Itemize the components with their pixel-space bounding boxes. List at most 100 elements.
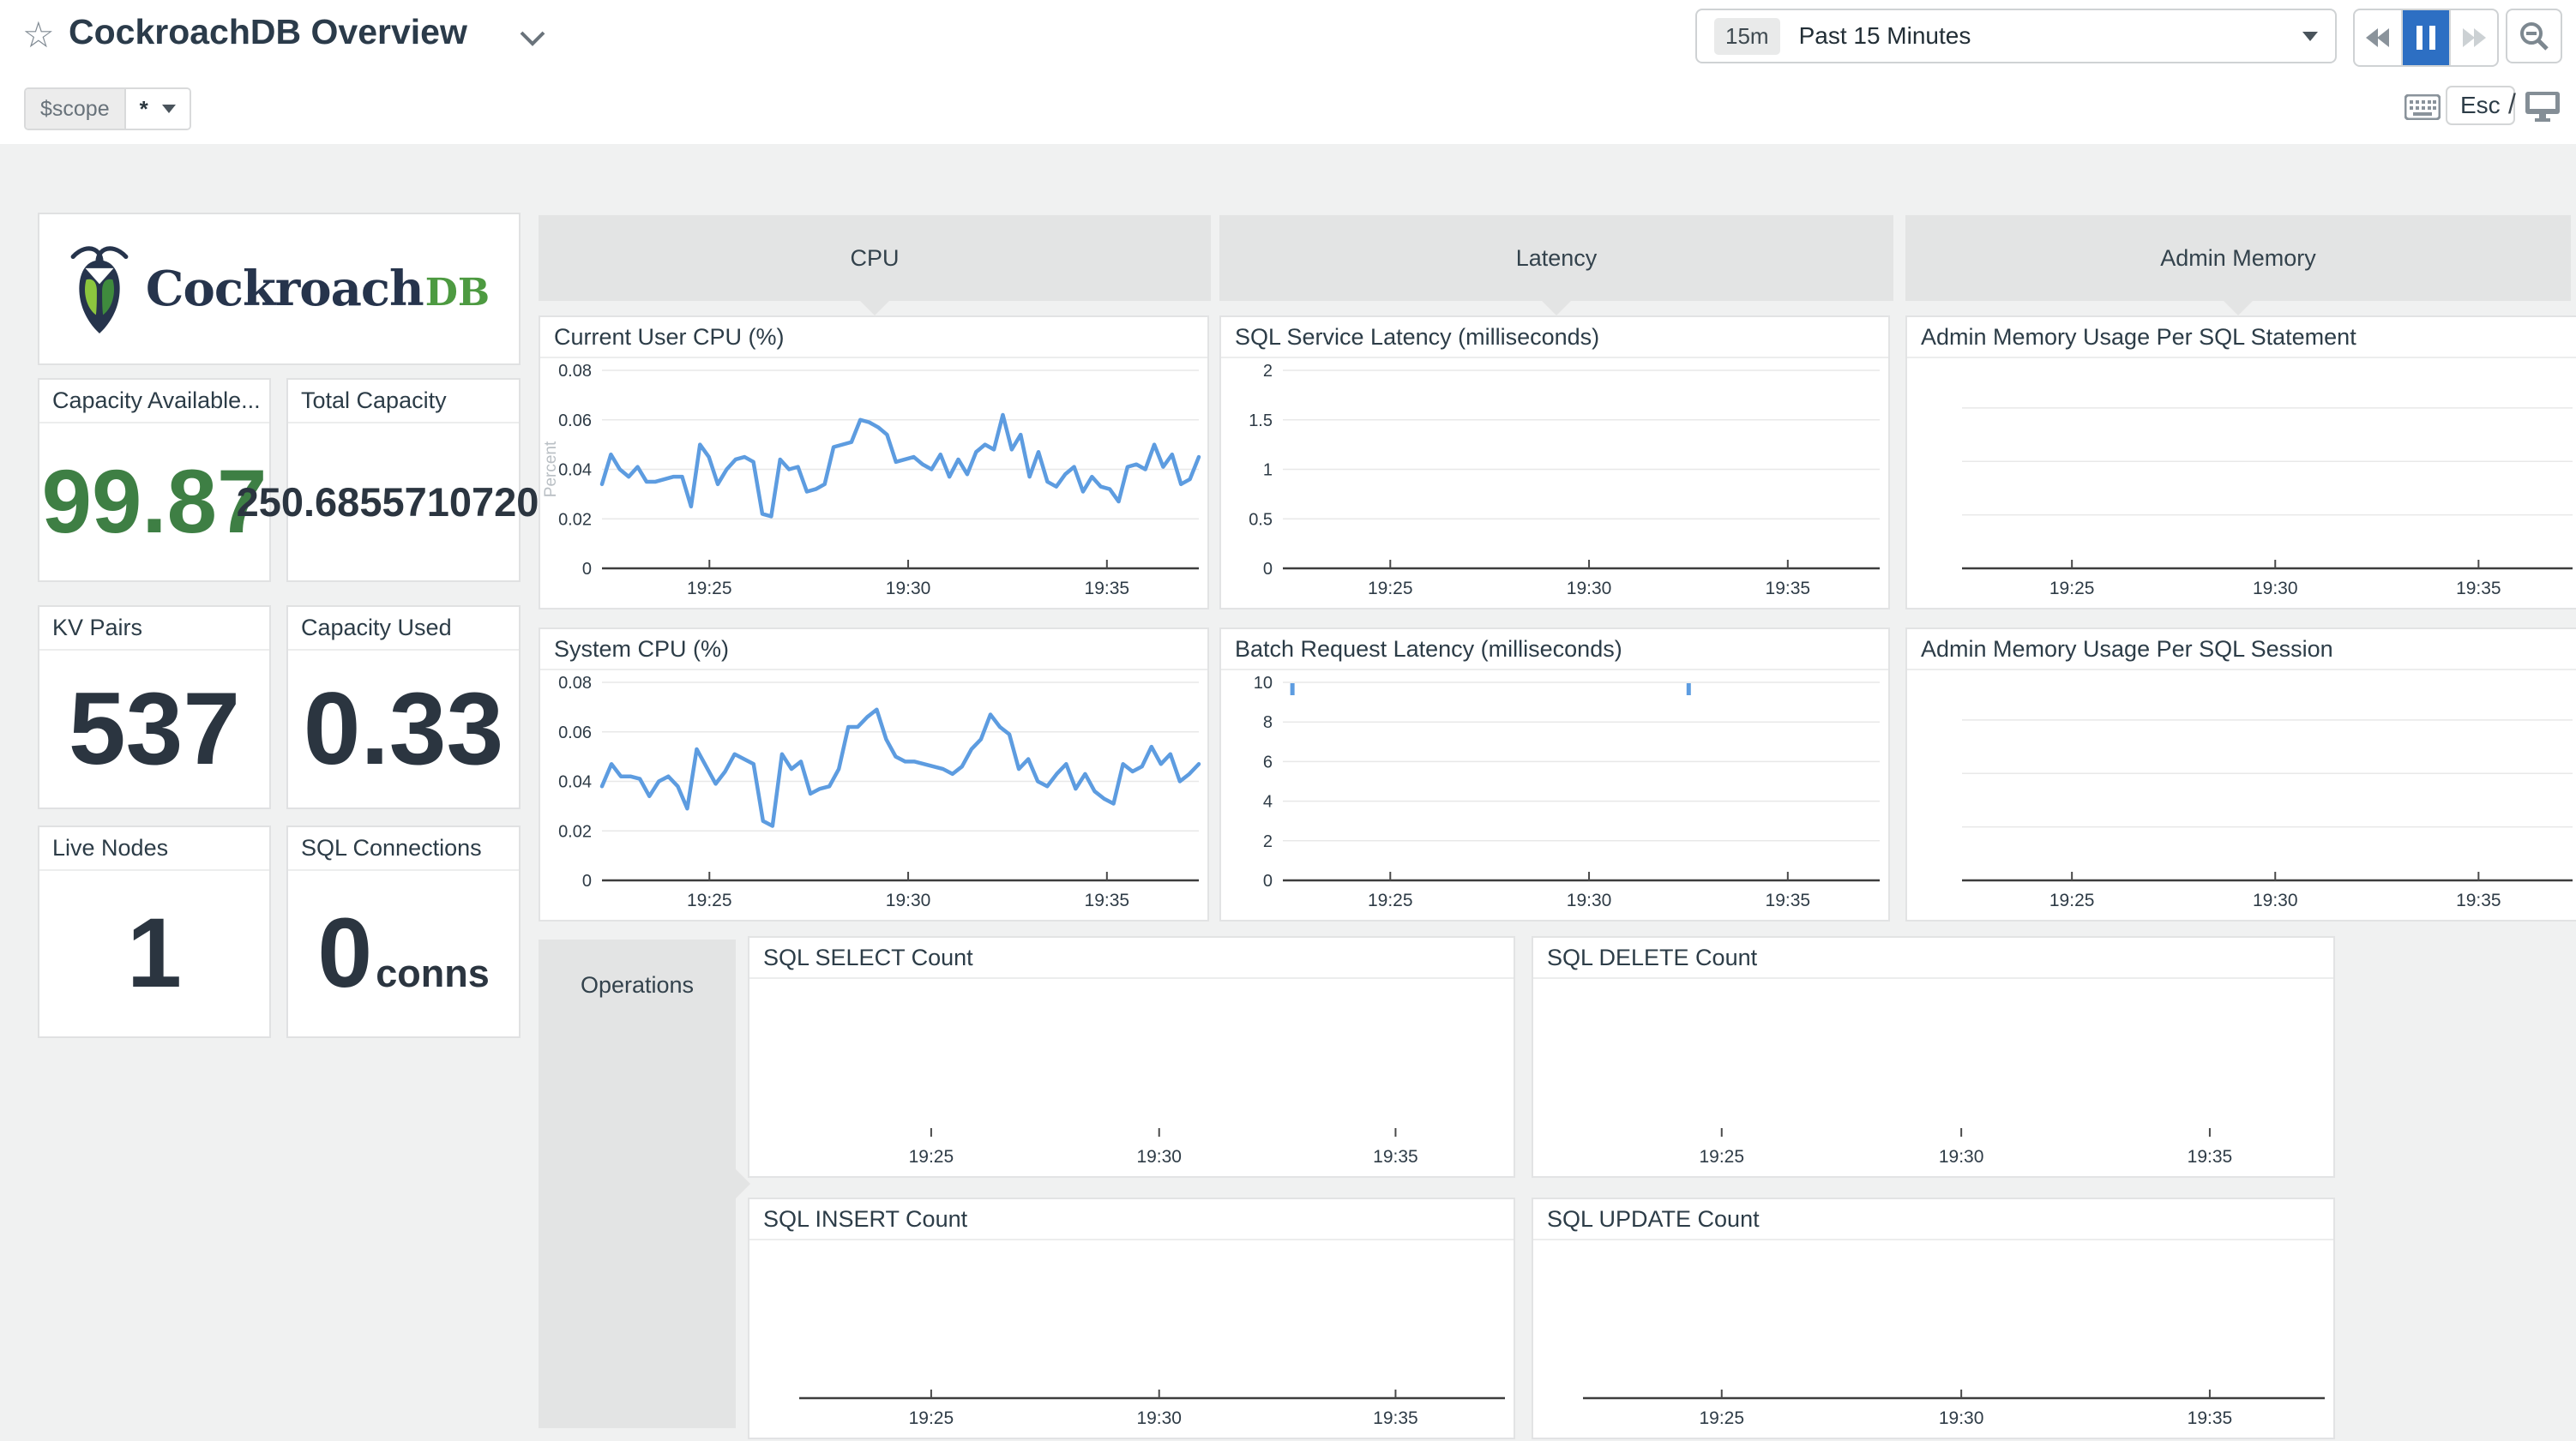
- group-tail: [736, 1169, 750, 1198]
- svg-text:19:35: 19:35: [1766, 579, 1811, 598]
- svg-text:19:25: 19:25: [909, 1147, 954, 1167]
- keyboard-icon[interactable]: [2404, 93, 2441, 124]
- stat-label: Total Capacity: [288, 380, 519, 423]
- group-tail: [1542, 301, 1571, 315]
- svg-text:19:30: 19:30: [2253, 579, 2298, 598]
- chart-plot-area[interactable]: 19:25 19:30 19:35: [749, 1240, 1514, 1438]
- chart-panel-system-cpu: System CPU (%) 0 0.02 0.04 0.06 0.08 19:25 19:…: [539, 627, 1209, 922]
- svg-text:0.02: 0.02: [558, 822, 592, 841]
- chart-plot-area[interactable]: 19:25 19:30 19:35: [749, 979, 1514, 1176]
- cockroachdb-logo-card: CockroachDB: [38, 213, 521, 365]
- chart-title: Admin Memory Usage Per SQL Statement: [1907, 317, 2576, 358]
- stat-card-capacity-available: Capacity Available... 99.87: [38, 378, 271, 582]
- svg-text:19:25: 19:25: [687, 891, 732, 910]
- stat-card-live-nodes: Live Nodes 1: [38, 826, 271, 1038]
- skip-forward-button[interactable]: [2449, 10, 2497, 65]
- svg-text:19:25: 19:25: [1699, 1408, 1744, 1428]
- stat-label: Capacity Used: [288, 607, 519, 651]
- svg-text:1.5: 1.5: [1249, 411, 1273, 430]
- chart-plot-area[interactable]: 0 0.02 0.04 0.06 0.08 19:25 19:30 19:35: [540, 670, 1207, 920]
- stat-card-kv-pairs: KV Pairs 537: [38, 605, 271, 809]
- chart-title: Admin Memory Usage Per SQL Session: [1907, 629, 2576, 670]
- group-header-admin-memory[interactable]: Admin Memory: [1905, 215, 2571, 315]
- chart-plot-area[interactable]: 19:25 19:30 19:35: [1533, 1240, 2333, 1438]
- group-label: Latency: [1515, 244, 1598, 271]
- chart-title: SQL DELETE Count: [1533, 938, 2333, 979]
- zoom-out-icon: [2520, 22, 2549, 51]
- svg-text:19:35: 19:35: [1373, 1408, 1418, 1428]
- svg-text:0: 0: [1263, 560, 1273, 579]
- stat-value: 0.33: [303, 671, 504, 786]
- svg-text:19:35: 19:35: [2188, 1408, 2233, 1428]
- stat-card-sql-connections: SQL Connections 0 conns: [286, 826, 521, 1038]
- chart-panel-sql-select-count: SQL SELECT Count 19:25 19:30 19:35: [748, 936, 1515, 1178]
- chevron-down-icon[interactable]: [518, 29, 547, 52]
- template-variable-scope[interactable]: $scope *: [24, 87, 191, 130]
- logo-db: DB: [424, 271, 491, 315]
- skip-back-icon: [2366, 28, 2389, 47]
- svg-text:0.04: 0.04: [558, 773, 592, 792]
- stat-label: KV Pairs: [39, 607, 269, 651]
- stat-value: 99.87: [41, 451, 268, 552]
- scope-variable-name: $scope: [26, 89, 126, 129]
- group-label: Admin Memory: [2160, 244, 2316, 271]
- svg-text:19:30: 19:30: [2253, 891, 2298, 910]
- logo-word: Cockroach: [145, 261, 424, 317]
- svg-text:19:30: 19:30: [1136, 1147, 1182, 1167]
- chart-plot-area[interactable]: 0 2 4 6 8 10 19:25 19:30 19:35: [1221, 670, 1888, 920]
- svg-text:0: 0: [1263, 872, 1273, 891]
- esc-key-hint: Esc: [2446, 86, 2515, 125]
- group-tail: [860, 301, 889, 315]
- scope-variable-value[interactable]: *: [125, 89, 190, 129]
- svg-text:19:25: 19:25: [909, 1408, 954, 1428]
- svg-text:0.06: 0.06: [558, 724, 592, 742]
- svg-text:1: 1: [1263, 461, 1273, 480]
- svg-text:0: 0: [582, 872, 592, 891]
- chart-title: SQL UPDATE Count: [1533, 1199, 2333, 1240]
- svg-text:19:35: 19:35: [2456, 579, 2501, 598]
- chart-panel-sql-delete-count: SQL DELETE Count 19:25 19:30 19:35: [1532, 936, 2335, 1178]
- svg-text:2: 2: [1263, 832, 1273, 851]
- group-label: CPU: [850, 244, 900, 271]
- group-header-latency[interactable]: Latency: [1219, 215, 1893, 315]
- chart-plot-area[interactable]: 19:25 19:30 19:35: [1907, 670, 2576, 920]
- zoom-out-button[interactable]: [2506, 9, 2562, 63]
- stat-label: Live Nodes: [39, 827, 269, 871]
- chart-plot-area[interactable]: 0 0.5 1 1.5 2 19:25 19:30 19:35: [1221, 358, 1888, 608]
- chart-title: System CPU (%): [540, 629, 1207, 670]
- svg-text:2: 2: [1263, 362, 1273, 381]
- time-range-label: Past 15 Minutes: [1798, 22, 1971, 49]
- stat-value: 0: [317, 898, 373, 1008]
- chart-plot-area[interactable]: 19:25 19:30 19:35: [1533, 979, 2333, 1176]
- pause-button[interactable]: [2401, 10, 2449, 65]
- svg-text:0.04: 0.04: [558, 461, 592, 480]
- svg-text:19:30: 19:30: [1939, 1408, 1984, 1428]
- svg-text:19:30: 19:30: [1939, 1147, 1984, 1167]
- chart-plot-area[interactable]: 19:25 19:30 19:35: [1907, 358, 2576, 608]
- svg-text:19:35: 19:35: [1766, 891, 1811, 910]
- display-icon[interactable]: [2525, 91, 2561, 126]
- dropdown-caret-icon: [2302, 31, 2318, 41]
- stat-card-capacity-used: Capacity Used 0.33: [286, 605, 521, 809]
- page-title[interactable]: CockroachDB Overview: [69, 12, 467, 51]
- skip-back-button[interactable]: [2355, 10, 2401, 65]
- skip-forward-icon: [2463, 28, 2486, 47]
- chart-title: SQL Service Latency (milliseconds): [1221, 317, 1888, 358]
- playback-controls: [2353, 9, 2499, 67]
- time-range-picker[interactable]: 15m Past 15 Minutes: [1695, 9, 2337, 63]
- star-icon[interactable]: ☆: [22, 15, 55, 55]
- group-header-operations[interactable]: Operations: [539, 940, 750, 1428]
- svg-text:10: 10: [1254, 674, 1273, 693]
- svg-text:19:30: 19:30: [886, 891, 931, 910]
- svg-text:19:35: 19:35: [2188, 1147, 2233, 1167]
- chart-title: Current User CPU (%): [540, 317, 1207, 358]
- chart-plot-area[interactable]: 0 0.02 0.04 0.06 0.08 19:25 19:30 19:35 Percent: [540, 358, 1207, 608]
- svg-text:19:30: 19:30: [1136, 1408, 1182, 1428]
- chart-panel-admin-memory-session: Admin Memory Usage Per SQL Session 19:25…: [1905, 627, 2576, 922]
- chart-panel-batch-request-latency: Batch Request Latency (milliseconds) 0 2 4…: [1219, 627, 1890, 922]
- group-header-cpu[interactable]: CPU: [539, 215, 1211, 315]
- svg-text:19:25: 19:25: [1368, 891, 1413, 910]
- group-label: Operations: [580, 972, 695, 998]
- chart-title: SQL INSERT Count: [749, 1199, 1514, 1240]
